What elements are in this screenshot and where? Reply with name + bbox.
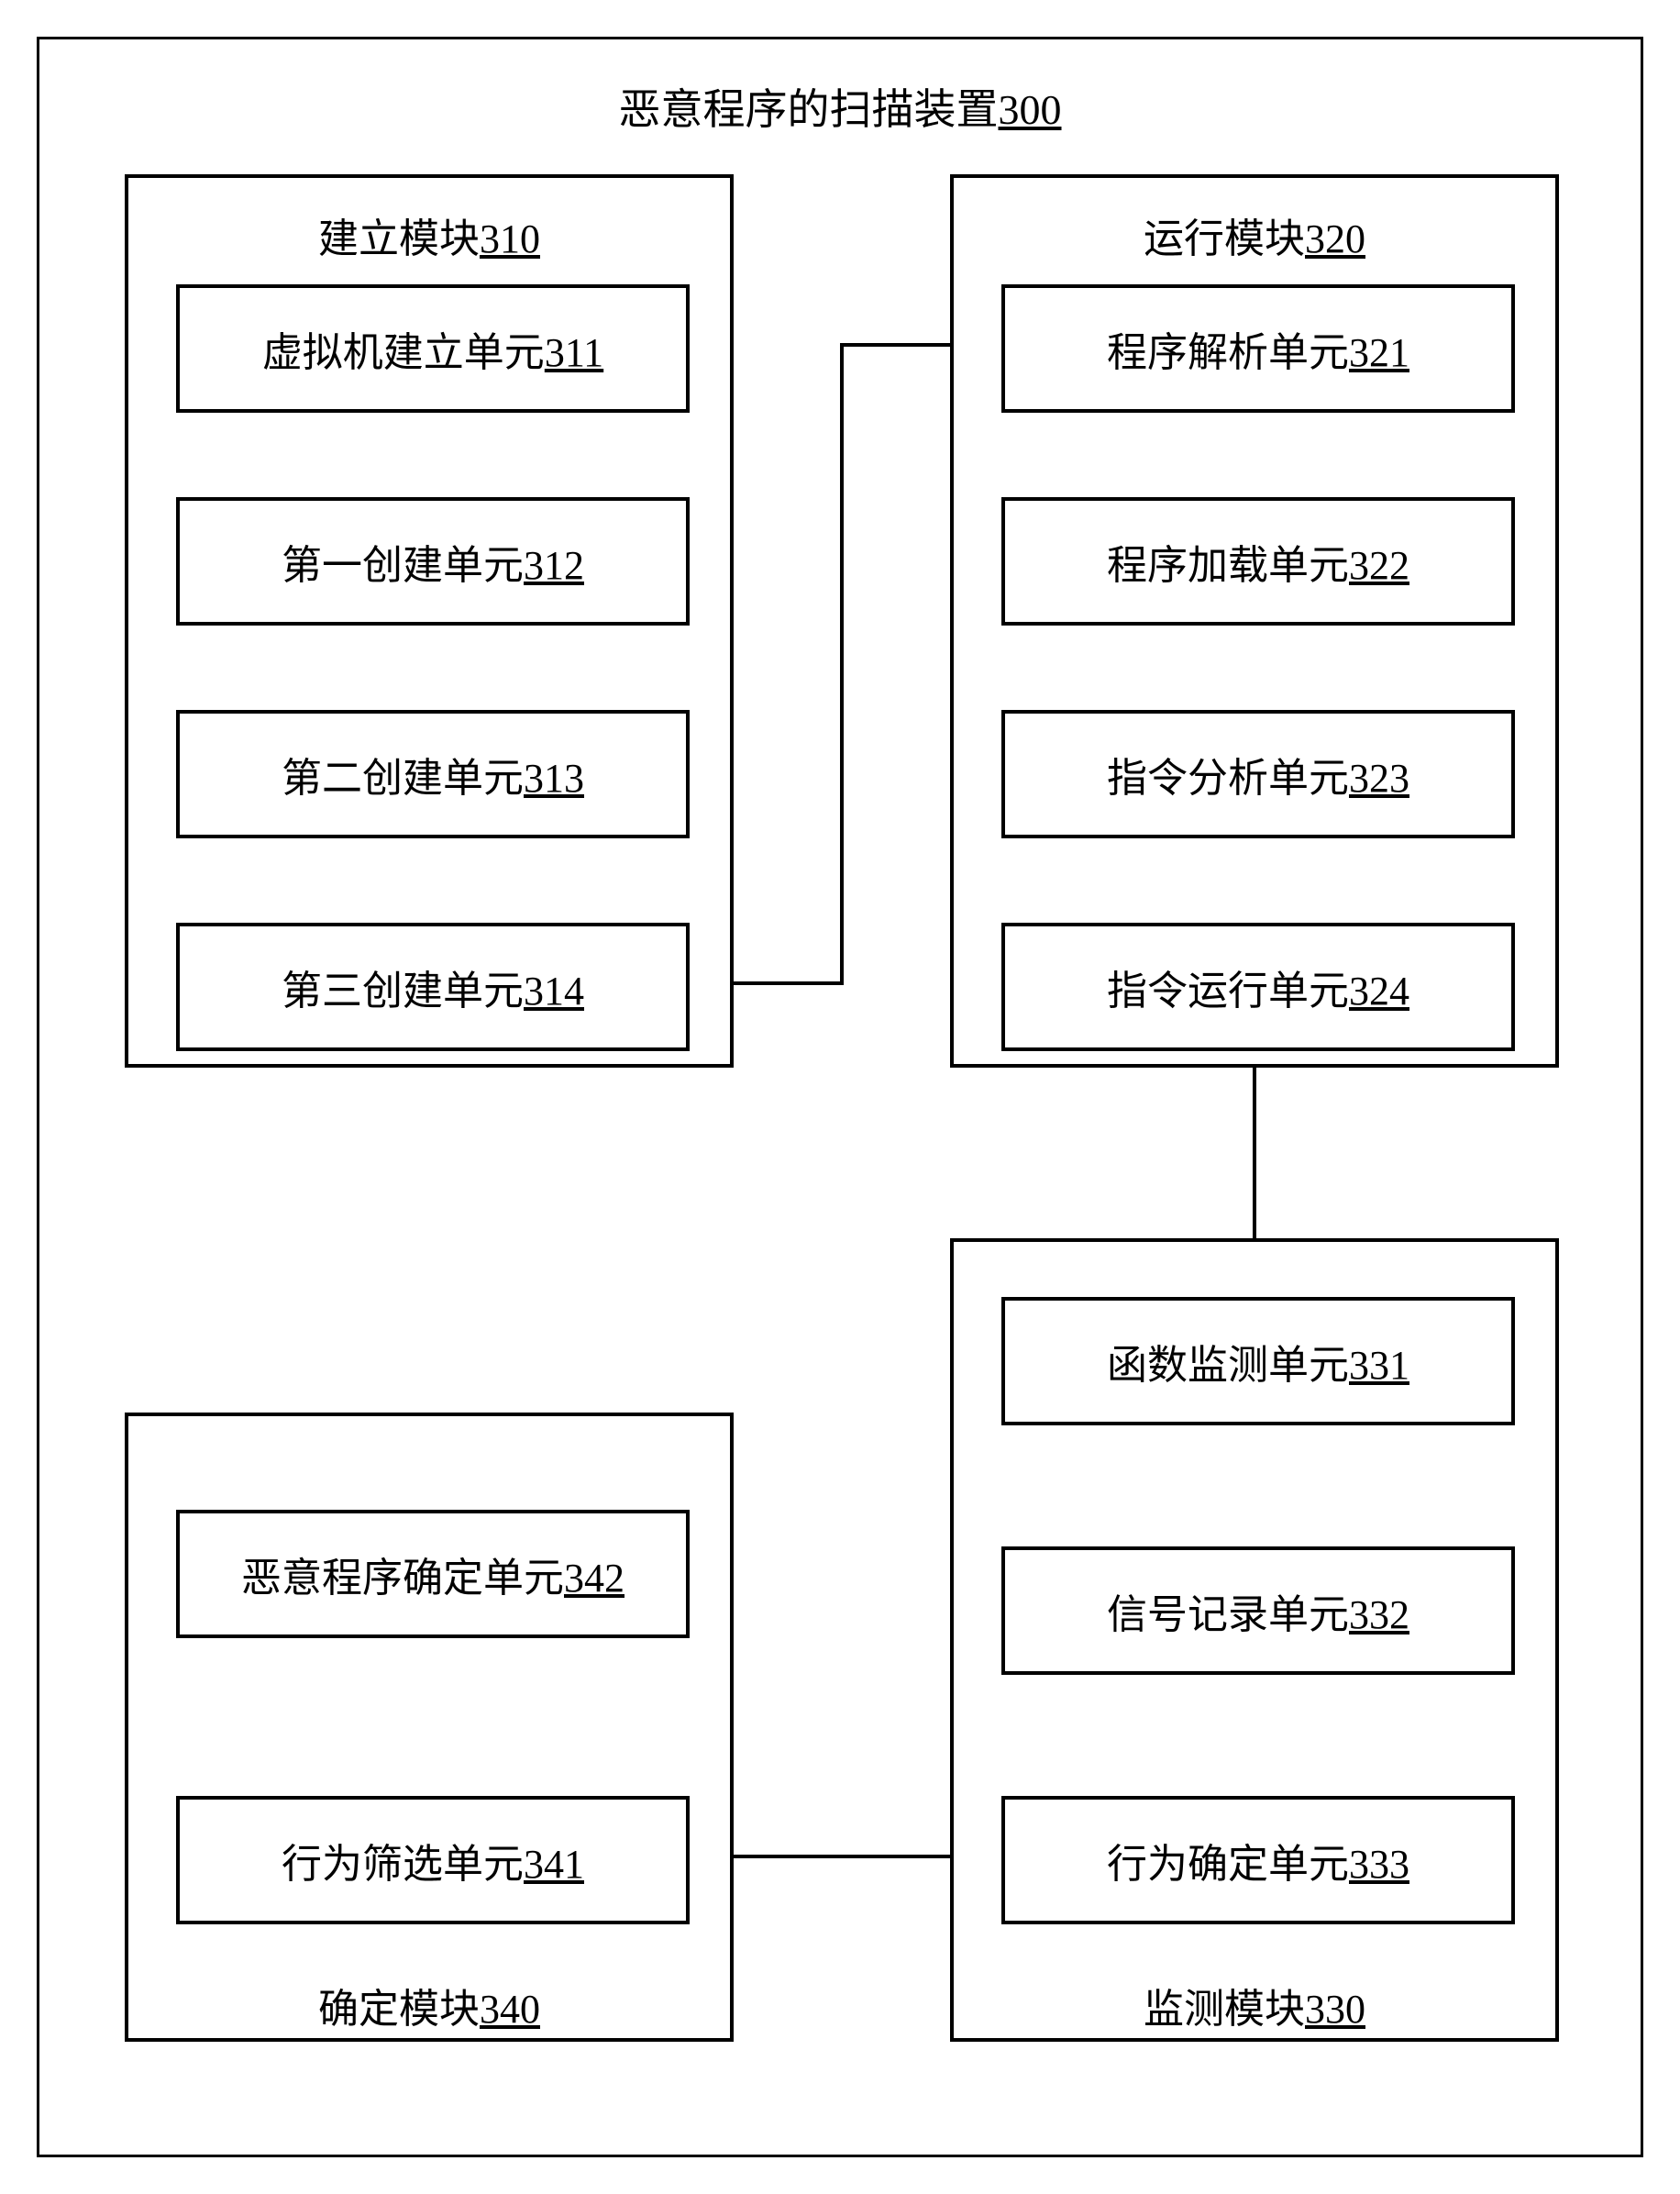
module-title-ref: 340: [480, 1987, 540, 2032]
unit-341: 行为筛选单元341: [176, 1796, 690, 1924]
unit-ref: 331: [1349, 1343, 1409, 1388]
unit-ref: 332: [1349, 1592, 1409, 1637]
unit-313: 第二创建单元313: [176, 710, 690, 838]
module-title-text: 确定模块: [318, 1987, 480, 2032]
unit-323: 指令分析单元323: [1001, 710, 1515, 838]
unit-ref: 322: [1349, 543, 1409, 588]
unit-text: 指令运行单元: [1107, 969, 1349, 1014]
unit-324: 指令运行单元324: [1001, 923, 1515, 1051]
unit-text: 函数监测单元: [1107, 1343, 1349, 1388]
unit-text: 行为筛选单元: [282, 1842, 524, 1887]
unit-312: 第一创建单元312: [176, 497, 690, 626]
unit-ref: 323: [1349, 756, 1409, 801]
unit-ref: 324: [1349, 969, 1409, 1014]
unit-321: 程序解析单元321: [1001, 284, 1515, 413]
module-title-ref: 320: [1305, 216, 1365, 261]
unit-text: 指令分析单元: [1107, 756, 1349, 801]
unit-text: 第二创建单元: [282, 756, 524, 801]
module-310-title: 建立模块310: [128, 205, 730, 264]
module-320-title: 运行模块320: [954, 205, 1555, 264]
diagram-canvas: 恶意程序的扫描装置300 建立模块310 虚拟机建立单元311 第一创建单元312 第二…: [37, 37, 1643, 2157]
unit-ref: 312: [524, 543, 584, 588]
outer-title-ref: 300: [999, 86, 1062, 133]
unit-ref: 321: [1349, 330, 1409, 375]
module-340: 确定模块340 恶意程序确定单元342 行为筛选单元341: [125, 1413, 734, 2042]
unit-332: 信号记录单元332: [1001, 1546, 1515, 1675]
unit-text: 第三创建单元: [282, 969, 524, 1014]
unit-text: 信号记录单元: [1107, 1592, 1349, 1637]
module-330-title: 监测模块330: [954, 1976, 1555, 2034]
module-title-text: 运行模块: [1144, 216, 1305, 261]
module-320: 运行模块320 程序解析单元321 程序加载单元322 指令分析单元323 指令运行单元…: [950, 174, 1559, 1068]
module-title-ref: 310: [480, 216, 540, 261]
unit-342: 恶意程序确定单元342: [176, 1510, 690, 1638]
unit-text: 虚拟机建立单元: [262, 330, 545, 375]
module-310: 建立模块310 虚拟机建立单元311 第一创建单元312 第二创建单元313 第三创建单…: [125, 174, 734, 1068]
unit-ref: 333: [1349, 1842, 1409, 1887]
module-340-title: 确定模块340: [128, 1976, 730, 2034]
unit-text: 恶意程序确定单元: [241, 1556, 564, 1601]
outer-title: 恶意程序的扫描装置300: [39, 76, 1641, 137]
unit-322: 程序加载单元322: [1001, 497, 1515, 626]
unit-ref: 341: [524, 1842, 584, 1887]
module-title-ref: 330: [1305, 1987, 1365, 2032]
module-title-text: 建立模块: [318, 216, 480, 261]
unit-ref: 314: [524, 969, 584, 1014]
module-title-text: 监测模块: [1144, 1987, 1305, 2032]
unit-333: 行为确定单元333: [1001, 1796, 1515, 1924]
unit-text: 程序解析单元: [1107, 330, 1349, 375]
unit-331: 函数监测单元331: [1001, 1297, 1515, 1425]
unit-311: 虚拟机建立单元311: [176, 284, 690, 413]
unit-text: 第一创建单元: [282, 543, 524, 588]
unit-text: 行为确定单元: [1107, 1842, 1349, 1887]
unit-text: 程序加载单元: [1107, 543, 1349, 588]
unit-314: 第三创建单元314: [176, 923, 690, 1051]
module-330: 监测模块330 函数监测单元331 信号记录单元332 行为确定单元333: [950, 1238, 1559, 2042]
unit-ref: 311: [545, 330, 603, 375]
unit-ref: 313: [524, 756, 584, 801]
outer-title-text: 恶意程序的扫描装置: [619, 86, 999, 133]
unit-ref: 342: [564, 1556, 624, 1601]
